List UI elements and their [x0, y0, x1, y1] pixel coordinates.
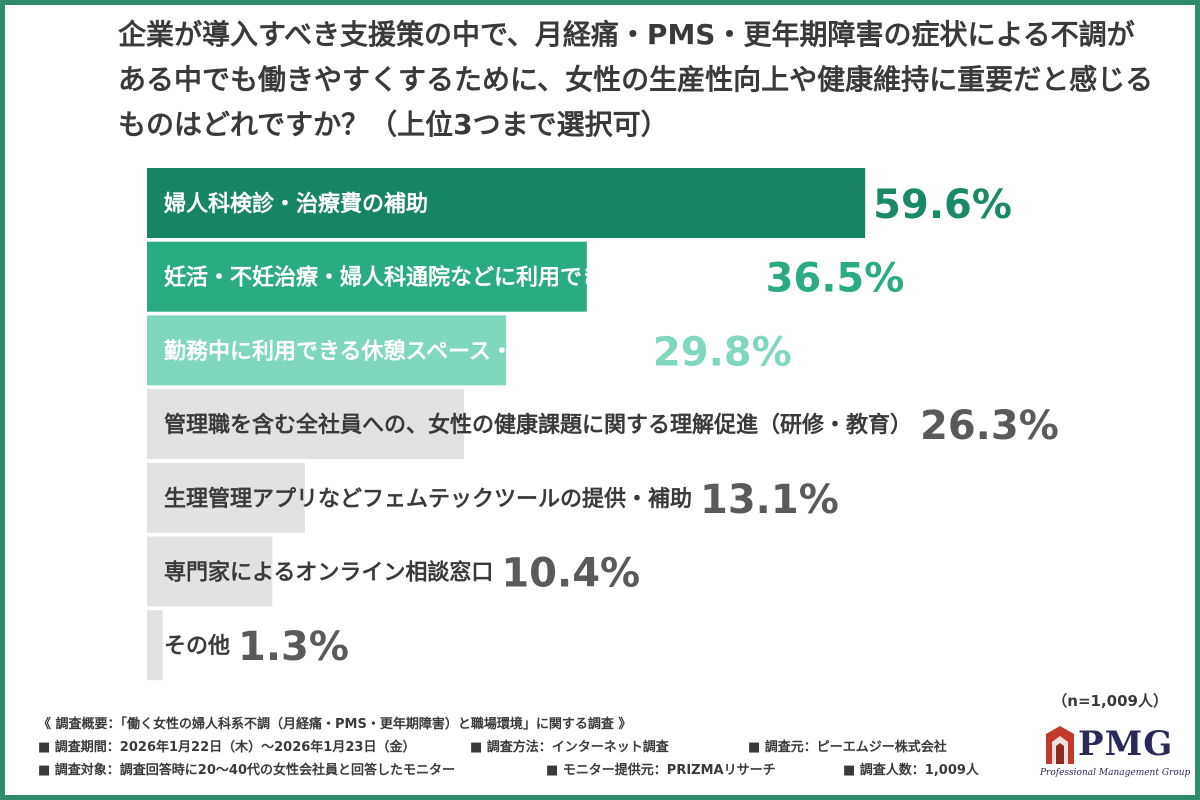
pmg-logo-text: PMG: [1078, 724, 1174, 764]
survey-footnotes: 《 調査概要：「働く女性の婦人科系不調（月経痛・PMS・更年期障害）と職場環境」…: [38, 713, 1028, 782]
value-label-7: 1.3%: [238, 624, 349, 670]
bar-3: [147, 315, 507, 386]
footnote-overview-line: 《 調査概要：「働く女性の婦人科系不調（月経痛・PMS・更年期障害）と職場環境」…: [38, 713, 1028, 736]
bar-label-2: 妊活・不妊治療・婦人科通院などに利用できる特別休暇制度: [164, 265, 759, 291]
footnote-overview: 《 調査概要：「働く女性の婦人科系不調（月経痛・PMS・更年期障害）と職場環境」…: [38, 717, 632, 732]
footnote-line-2: ■ 調査期間：2026年1月22日（木）〜2026年1月23日（金） ■ 調査方…: [38, 736, 1028, 759]
pmg-logo-mark-icon: [1046, 726, 1074, 764]
bar-6: [147, 536, 273, 607]
value-label-5: 13.1%: [700, 477, 839, 523]
footnote-method: ■ 調査方法：インターネット調査: [470, 740, 669, 755]
footnote-line-3: ■ 調査対象：調査回答時に20〜40代の女性会社員と回答したモニター ■ モニタ…: [38, 759, 1028, 782]
value-label-3: 29.8%: [653, 329, 792, 375]
footnote-count: ■ 調査人数：1,009人: [843, 763, 979, 778]
footnote-target: ■ 調査対象：調査回答時に20〜40代の女性会社員と回答したモニター: [38, 763, 455, 778]
pmg-logo-subtitle: Professional Management Group: [1040, 768, 1191, 778]
bar-label-3: 勤務中に利用できる休憩スペース・仮眠室の整備: [164, 338, 645, 364]
bar-label-4: 管理職を含む全社員への、女性の健康課題に関する理解促進（研修・教育）: [164, 412, 912, 438]
chart-title: 企業が導入すべき支援策の中で、月経痛・PMS・更年期障害の症状による不調がある中…: [118, 18, 1154, 141]
bar-4: [147, 389, 464, 460]
value-label-1: 59.6%: [873, 182, 1012, 228]
value-label-6: 10.4%: [501, 551, 640, 597]
bar-label-1: 婦人科検診・治療費の補助: [163, 191, 428, 217]
sample-size-note: （n=1,009人）: [1052, 692, 1168, 710]
footnote-source: ■ 調査元：ピーエムジー株式会社: [748, 740, 947, 755]
value-label-2: 36.5%: [766, 256, 905, 302]
bar-5: [147, 462, 305, 533]
bar-2: [147, 241, 587, 312]
bar-label-6: 専門家によるオンライン相談窓口: [164, 560, 493, 586]
footnote-provider: ■ モニター提供元：PRIZMAリサーチ: [546, 763, 776, 778]
footnote-period: ■ 調査期間：2026年1月22日（木）〜2026年1月23日（金）: [38, 740, 416, 755]
value-label-4: 26.3%: [920, 403, 1059, 449]
bar-label-5: 生理管理アプリなどフェムテックツールの提供・補助: [164, 486, 692, 512]
pmg-logo: PMG Professional Management Group: [1040, 722, 1191, 784]
bar-1: [147, 168, 866, 238]
bar-label-7: その他: [164, 634, 230, 659]
bar-7: [147, 610, 163, 681]
